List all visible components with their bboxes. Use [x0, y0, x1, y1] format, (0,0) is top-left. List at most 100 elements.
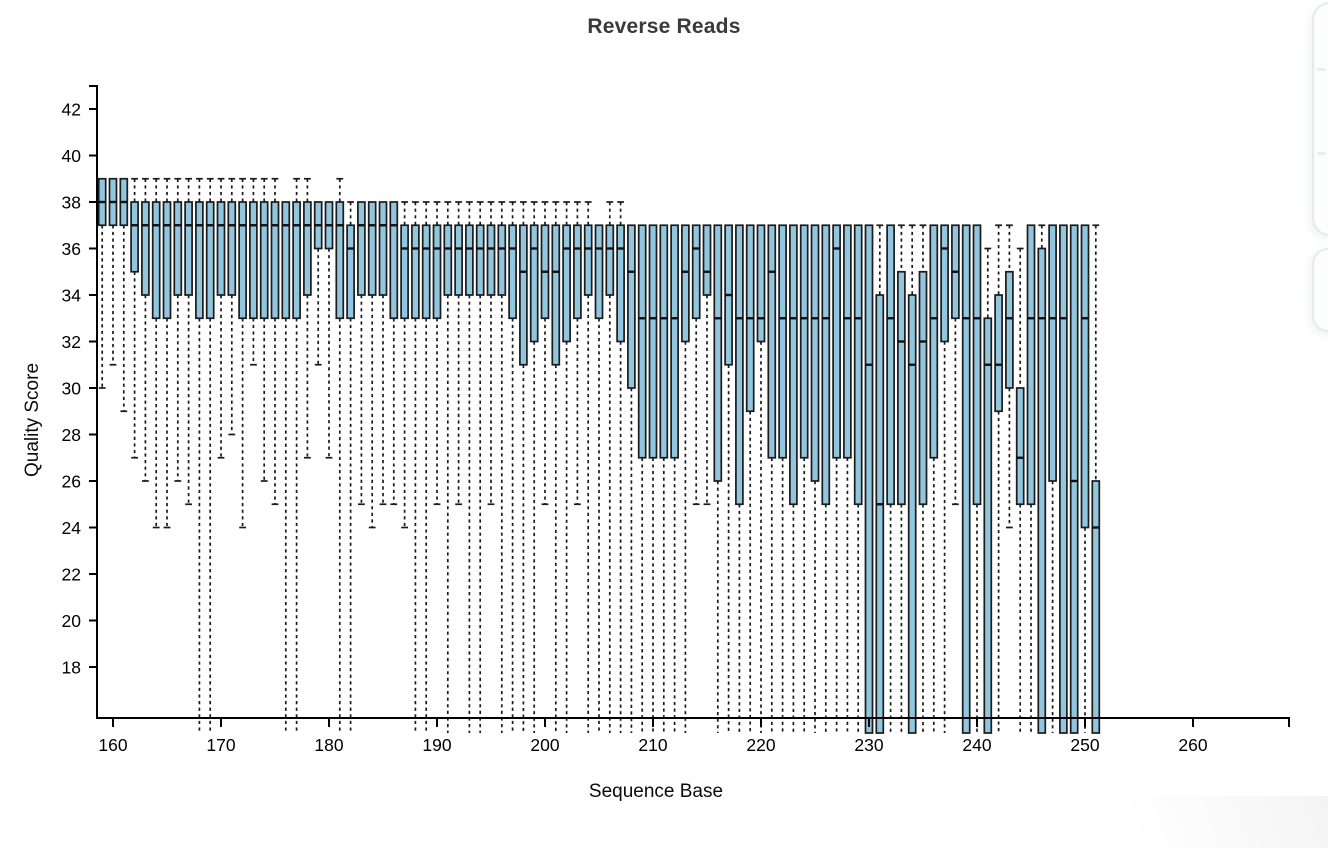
box-x-198	[519, 201, 528, 733]
box-body	[994, 294, 1003, 413]
box-x-230	[864, 224, 874, 734]
y-tick-label: 32	[62, 332, 81, 352]
box-x-222	[778, 224, 787, 733]
y-tick-label: 28	[62, 425, 81, 445]
box-x-160	[108, 177, 118, 366]
box-x-178	[303, 177, 312, 459]
box-x-207	[616, 201, 625, 733]
y-tick-label: 42	[62, 100, 81, 120]
box-body	[983, 317, 993, 734]
box-x-181	[335, 177, 345, 733]
box-body	[378, 201, 388, 296]
x-tick-label: 170	[206, 735, 235, 755]
box-x-209	[637, 224, 647, 733]
box-body	[702, 224, 712, 296]
box-x-197	[508, 201, 517, 733]
box-x-184	[367, 201, 377, 529]
box-body	[443, 224, 453, 296]
box-x-233	[897, 224, 906, 733]
box-x-236	[929, 224, 939, 733]
box-body	[367, 201, 377, 296]
box-body	[648, 224, 658, 459]
box-x-174	[259, 177, 269, 482]
x-tick-label: 260	[1178, 735, 1207, 755]
box-body	[141, 201, 150, 296]
box-x-212	[670, 224, 679, 733]
box-body	[1026, 224, 1036, 506]
box-x-206	[605, 201, 615, 733]
background-panel-mid-right	[1312, 248, 1328, 332]
box-body	[681, 224, 690, 343]
box-body	[335, 201, 345, 320]
box-x-175	[270, 177, 280, 506]
box-body	[1005, 270, 1014, 389]
box-x-196	[497, 201, 507, 733]
box-x-176	[281, 201, 291, 733]
box-body	[799, 224, 809, 459]
box-body	[151, 201, 161, 320]
box-body	[778, 224, 787, 459]
box-x-225	[810, 224, 820, 733]
box-body	[1091, 480, 1101, 734]
box-body	[1069, 224, 1079, 734]
y-tick-label: 40	[62, 146, 82, 166]
axes-layer: 18 20 22 24 26 28 30 32 34 36 38 40 42 160 170 180 190 20…	[62, 85, 1290, 755]
box-x-250	[1080, 224, 1090, 733]
box-x-201	[551, 201, 561, 733]
box-x-162	[130, 177, 139, 459]
x-tick-label: 160	[98, 735, 127, 755]
box-x-187	[400, 201, 409, 529]
box-x-173	[249, 177, 258, 366]
box-x-159	[97, 177, 107, 389]
box-body	[238, 201, 247, 320]
box-x-191	[443, 201, 453, 733]
box-x-168	[195, 177, 204, 733]
box-body	[886, 224, 895, 506]
boxes-layer	[97, 177, 1101, 734]
y-tick-label: 34	[62, 286, 82, 306]
box-x-213	[681, 224, 690, 733]
background-panel-mark-2	[1317, 152, 1326, 155]
box-body	[497, 224, 507, 296]
box-body	[195, 201, 204, 320]
background-panel-top-right	[1312, 2, 1328, 236]
box-x-165	[162, 177, 172, 529]
box-body	[605, 224, 615, 296]
box-x-179	[313, 201, 323, 366]
box-body	[583, 224, 593, 296]
box-x-234	[907, 224, 917, 734]
box-x-246	[1037, 224, 1047, 734]
box-body	[346, 224, 355, 320]
box-x-208	[627, 224, 636, 733]
x-tick-label: 250	[1070, 735, 1099, 755]
box-x-228	[843, 224, 852, 733]
box-x-166	[173, 177, 183, 482]
box-x-172	[238, 177, 247, 529]
box-body	[205, 201, 215, 320]
box-body	[551, 224, 561, 366]
x-tick-label: 200	[530, 735, 559, 755]
box-body	[864, 224, 874, 734]
y-tick-label: 26	[62, 472, 81, 492]
box-body	[270, 201, 280, 320]
box-body	[249, 201, 258, 320]
box-x-199	[529, 201, 539, 733]
chart-title: Reverse Reads	[587, 15, 741, 38]
box-x-242	[994, 224, 1003, 733]
box-body	[594, 224, 604, 320]
box-x-239	[961, 224, 971, 734]
box-x-224	[799, 224, 809, 733]
box-x-171	[227, 177, 237, 436]
box-body	[670, 224, 679, 459]
box-body	[961, 224, 971, 734]
box-body	[573, 224, 582, 320]
box-body	[529, 224, 539, 343]
box-body	[897, 270, 906, 506]
box-x-232	[886, 224, 895, 733]
box-x-200	[540, 201, 550, 506]
box-body	[454, 224, 463, 296]
x-tick-label: 190	[422, 735, 451, 755]
box-body	[691, 224, 701, 320]
